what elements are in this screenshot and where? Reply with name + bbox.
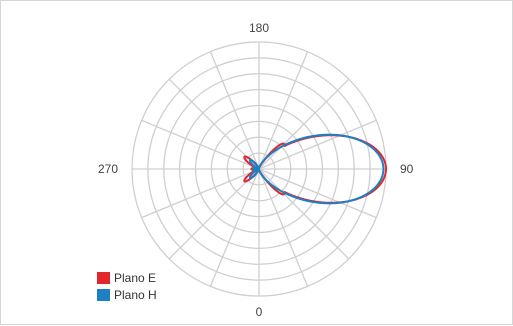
legend-item-plano-h: Plano H [97, 286, 157, 303]
legend-swatch-plano-e [97, 271, 110, 284]
legend-item-plano-e: Plano E [97, 269, 157, 286]
grid-spoke [258, 168, 309, 287]
legend-label-plano-h: Plano H [114, 287, 157, 302]
grid-spoke [168, 168, 260, 260]
grid-spoke [141, 168, 260, 219]
legend-swatch-plano-h [97, 288, 110, 301]
grid-spoke [209, 168, 260, 287]
angle-tick-label: 0 [256, 305, 263, 319]
grid-spoke [258, 78, 350, 170]
grid-spoke [258, 168, 377, 219]
tick-labels: 0 90 180 270 [98, 21, 414, 319]
grid-spoke [209, 51, 260, 170]
series-layer [243, 133, 387, 205]
grid-spoke [168, 78, 260, 170]
angle-tick-label: 90 [400, 162, 414, 176]
polar-grid [131, 41, 387, 297]
series-line-plano-h [248, 133, 385, 205]
angle-tick-label: 180 [249, 21, 269, 35]
angle-tick-label: 270 [98, 162, 118, 176]
grid-spoke [141, 119, 260, 170]
legend: Plano E Plano H [97, 269, 157, 303]
grid-spoke [258, 119, 377, 170]
grid-spoke [258, 168, 350, 260]
grid-spoke [258, 51, 309, 170]
legend-label-plano-e: Plano E [114, 270, 157, 285]
